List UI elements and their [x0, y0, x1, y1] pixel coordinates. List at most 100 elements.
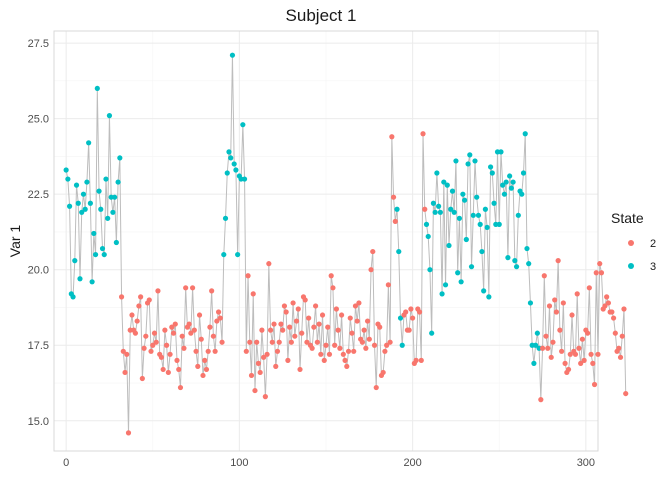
data-point	[500, 182, 506, 188]
data-point	[418, 357, 424, 363]
data-point	[429, 330, 435, 336]
x-tick-label: 200	[403, 457, 421, 469]
data-point	[73, 182, 80, 188]
data-point	[337, 345, 343, 351]
data-point	[248, 372, 255, 379]
data-point	[241, 176, 248, 182]
data-point	[567, 351, 573, 357]
data-point	[338, 312, 345, 318]
data-point	[318, 351, 324, 357]
data-point	[266, 261, 272, 267]
data-point	[352, 303, 359, 309]
data-point	[235, 251, 241, 258]
data-point	[138, 294, 144, 300]
data-point	[228, 155, 234, 161]
data-point	[503, 179, 509, 185]
data-point	[423, 221, 430, 227]
data-point	[158, 354, 165, 360]
x-axis: 0 100 200 300	[63, 457, 595, 469]
data-point	[162, 327, 168, 333]
data-point	[461, 197, 468, 203]
data-point	[425, 233, 431, 240]
data-point	[247, 339, 253, 345]
data-point	[484, 224, 490, 231]
data-point	[430, 200, 437, 206]
data-point	[219, 339, 225, 345]
data-point	[501, 191, 508, 197]
data-point	[243, 348, 249, 354]
y-tick-label: 20.0	[28, 265, 49, 277]
data-point	[276, 339, 282, 345]
data-point	[222, 215, 229, 221]
data-point	[188, 330, 194, 336]
data-point	[422, 206, 428, 212]
data-point	[489, 170, 495, 176]
data-point	[255, 360, 262, 366]
data-point	[295, 306, 301, 312]
data-point	[482, 206, 488, 212]
data-point	[420, 131, 426, 137]
data-point	[209, 288, 215, 294]
data-point	[207, 324, 213, 330]
data-point	[463, 236, 469, 243]
data-point	[534, 330, 540, 336]
y-tick-label: 15.0	[28, 416, 49, 428]
data-point	[345, 348, 352, 354]
data-point	[434, 170, 440, 176]
data-point	[89, 279, 95, 285]
data-point	[588, 351, 594, 357]
data-point	[399, 342, 405, 348]
data-point	[91, 230, 97, 237]
data-point	[576, 345, 582, 351]
data-point	[115, 179, 121, 185]
data-point	[164, 342, 170, 348]
data-point	[285, 357, 291, 363]
chart-title: Subject 1	[286, 6, 357, 25]
data-point	[585, 330, 591, 336]
data-point	[477, 221, 483, 227]
data-point	[442, 282, 449, 288]
data-point	[176, 366, 182, 373]
data-point	[458, 279, 464, 285]
data-point	[370, 248, 376, 255]
data-point	[590, 360, 596, 366]
data-point	[455, 270, 461, 276]
data-point	[257, 369, 263, 376]
data-point	[198, 336, 204, 342]
data-point	[555, 258, 561, 264]
data-point	[150, 342, 156, 348]
data-point	[557, 327, 563, 333]
legend: State 2 3	[611, 210, 656, 273]
data-point	[559, 348, 565, 354]
data-point	[195, 363, 201, 369]
data-point	[151, 330, 158, 336]
data-point	[79, 209, 85, 215]
data-point	[432, 209, 438, 215]
data-point	[526, 261, 532, 267]
data-point	[619, 333, 625, 339]
data-point	[612, 330, 618, 336]
data-point	[252, 387, 258, 394]
data-point	[366, 336, 372, 342]
data-point	[136, 303, 142, 309]
data-point	[427, 267, 433, 273]
data-point	[377, 324, 383, 330]
data-point	[460, 191, 466, 197]
data-point	[290, 300, 296, 306]
data-point	[245, 273, 251, 279]
x-tick-label: 300	[577, 457, 595, 469]
data-point	[94, 85, 100, 92]
data-point	[80, 191, 87, 197]
data-point	[224, 170, 230, 176]
data-point	[574, 291, 580, 297]
data-point	[217, 315, 223, 321]
data-point	[359, 339, 365, 345]
data-point	[572, 351, 579, 357]
data-point	[139, 375, 145, 382]
data-point	[578, 360, 584, 366]
legend-label: 2	[650, 238, 656, 250]
data-point	[579, 336, 586, 342]
data-point	[441, 179, 447, 185]
data-point	[63, 167, 69, 173]
